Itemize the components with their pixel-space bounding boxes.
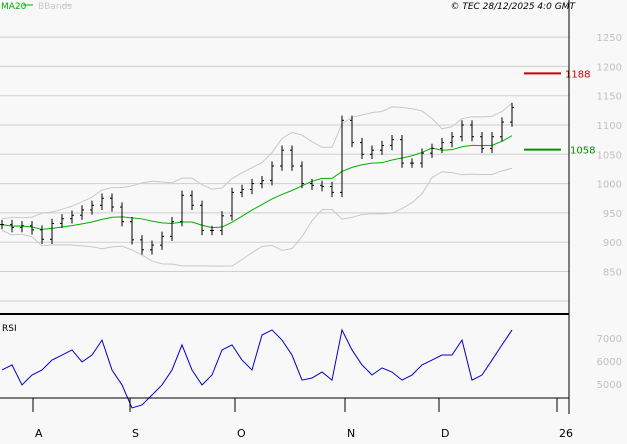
- ohlc-bar: [440, 137, 444, 154]
- ohlc-bar: [420, 148, 424, 168]
- price-axis: 1250 1200 1150 1100 1050 1000 950 900 850: [597, 33, 622, 278]
- ohlc-bar: [90, 200, 94, 215]
- ohlc-bar: [40, 225, 44, 244]
- ohlc-bar: [280, 145, 284, 171]
- ohlc-bar: [70, 210, 74, 224]
- ohlc-bar: [230, 187, 234, 221]
- rsi-tick-label: 7000: [597, 334, 622, 345]
- ohlc-bar: [470, 120, 474, 142]
- ohlc-bar: [150, 240, 154, 255]
- ohlc-bar: [390, 134, 394, 151]
- price-tick-label: 950: [603, 209, 622, 220]
- ohlc-bar: [190, 190, 194, 210]
- ohlc-bar: [220, 211, 224, 236]
- date-tick-label: O: [237, 427, 246, 440]
- ohlc-bar: [500, 117, 504, 142]
- ohlc-bar: [310, 178, 314, 191]
- date-tick-label: 26: [559, 427, 573, 440]
- ohlc-bar: [380, 140, 384, 155]
- price-tick-label: 1200: [597, 62, 622, 73]
- ohlc-bar: [170, 217, 174, 242]
- ohlc-bar: [10, 219, 14, 233]
- price-grid: [0, 36, 569, 302]
- price-tick-label: 1250: [597, 33, 622, 44]
- ohlc-bar: [240, 184, 244, 198]
- date-axis: A S O N D 26: [32, 398, 573, 440]
- ohlc-bar: [0, 219, 4, 230]
- price-bars: [0, 102, 514, 255]
- ohlc-bar: [480, 132, 484, 154]
- legend-bbands: BBands: [38, 2, 72, 12]
- date-tick-label: D: [441, 427, 449, 440]
- ohlc-bar: [30, 221, 34, 235]
- ohlc-bar: [210, 225, 214, 236]
- ohlc-bar: [180, 190, 184, 227]
- bband-lower: [1, 167, 513, 267]
- ohlc-bar: [20, 221, 24, 233]
- ohlc-bar: [100, 193, 104, 210]
- ohlc-bar: [260, 175, 264, 189]
- price-tick-label: 1050: [597, 150, 622, 161]
- rsi-tick-label: 6000: [597, 357, 622, 368]
- price-tick-label: 1150: [597, 92, 622, 103]
- ohlc-bar: [300, 161, 304, 189]
- ohlc-bar: [50, 218, 54, 244]
- level-label: 1188: [565, 69, 590, 80]
- ohlc-bar: [450, 132, 454, 148]
- rsi-panel: 7000 6000 5000: [1, 328, 622, 409]
- price-tick-label: 850: [603, 268, 622, 279]
- copyright: © TEC 28/12/2025 4:0 GMT: [450, 2, 576, 12]
- ohlc-bar: [80, 205, 84, 220]
- ohlc-bar: [350, 115, 354, 148]
- price-tick-label: 900: [603, 238, 622, 249]
- rsi-line: [1, 328, 513, 409]
- ohlc-bar: [400, 134, 404, 168]
- date-tick-label: S: [132, 427, 139, 440]
- ohlc-bar: [110, 193, 114, 212]
- ohlc-bar: [140, 235, 144, 255]
- ohlc-bar: [460, 120, 464, 142]
- ma20-line: [1, 135, 513, 230]
- ohlc-bar: [430, 143, 434, 158]
- rsi-title: RSI: [2, 324, 17, 334]
- ohlc-bar: [490, 132, 494, 154]
- price-tick-label: 1000: [597, 180, 622, 191]
- level-label: 1058: [570, 146, 595, 157]
- ohlc-bar: [60, 214, 64, 229]
- rsi-tick-label: 5000: [597, 380, 622, 391]
- legend-ma20: MA20: [1, 2, 27, 12]
- date-tick-label: N: [347, 427, 355, 440]
- ohlc-bar: [410, 158, 414, 168]
- price-tick-label: 1100: [597, 121, 622, 132]
- ohlc-bar: [510, 102, 514, 127]
- ohlc-bar: [340, 115, 344, 198]
- ohlc-bar: [250, 178, 254, 195]
- ohlc-bar: [320, 180, 324, 192]
- ohlc-bar: [370, 145, 374, 159]
- ohlc-bar: [160, 231, 164, 250]
- ohlc-bar: [120, 202, 124, 227]
- ohlc-bar: [360, 137, 364, 159]
- ma20-path: [1, 135, 513, 230]
- ohlc-bar: [270, 161, 274, 186]
- bollinger-bands: [1, 102, 513, 267]
- ohlc-bar: [330, 181, 334, 198]
- date-tick-label: A: [35, 427, 43, 440]
- ohlc-bar: [130, 217, 134, 245]
- bband-upper: [1, 102, 513, 220]
- price-levels: 1188 1058: [524, 69, 595, 157]
- ohlc-bar: [290, 145, 294, 171]
- ohlc-bar: [200, 200, 204, 236]
